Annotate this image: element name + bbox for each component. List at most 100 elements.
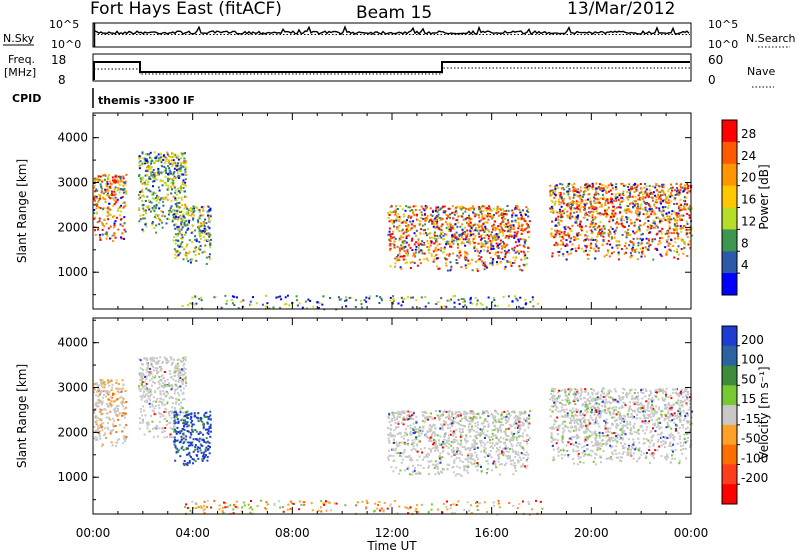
range-cell <box>638 211 641 214</box>
range-cell <box>98 217 101 220</box>
range-cell <box>603 232 606 235</box>
range-cell <box>566 214 569 217</box>
range-cell <box>429 236 431 239</box>
range-cell <box>395 451 398 454</box>
range-cell <box>181 368 184 371</box>
range-cell <box>626 218 629 221</box>
range-cell <box>503 249 506 252</box>
range-cell <box>686 191 689 194</box>
range-cell <box>568 197 571 200</box>
range-cell <box>147 389 150 392</box>
range-cell <box>107 422 109 424</box>
range-cell <box>608 235 611 238</box>
range-cell <box>147 367 150 370</box>
range-cell <box>588 187 590 190</box>
range-cell <box>157 173 160 176</box>
range-cell <box>515 415 518 418</box>
range-cell <box>440 297 443 300</box>
range-cell <box>606 208 609 211</box>
colorbar-segment <box>722 273 737 296</box>
range-cell <box>483 446 486 449</box>
range-cell <box>195 246 198 249</box>
range-cell <box>406 467 409 470</box>
range-cell <box>198 246 200 249</box>
range-cell <box>624 251 627 254</box>
range-cell <box>655 189 658 192</box>
range-cell <box>162 214 165 217</box>
range-cell <box>561 215 564 218</box>
range-cell <box>436 222 438 225</box>
range-cell <box>99 183 102 186</box>
range-cell <box>417 251 420 254</box>
range-cell <box>502 211 505 214</box>
range-cell <box>684 228 687 231</box>
range-cell <box>424 305 427 308</box>
range-cell <box>174 233 177 236</box>
range-cell <box>652 193 655 196</box>
range-cell <box>638 227 641 230</box>
range-cell <box>175 205 178 208</box>
range-cell <box>507 427 510 430</box>
range-cell <box>557 221 560 224</box>
range-cell <box>455 212 458 215</box>
range-cell <box>686 255 689 257</box>
range-cell <box>200 299 203 302</box>
range-cell <box>650 196 653 199</box>
range-cell <box>192 458 195 461</box>
range-cell <box>188 208 191 211</box>
range-cell <box>198 226 200 229</box>
range-cell <box>460 413 462 415</box>
range-cell <box>428 427 431 430</box>
range-cell <box>148 395 151 398</box>
range-cell <box>471 269 474 272</box>
range-cell <box>153 215 156 218</box>
range-cell <box>648 215 651 218</box>
range-cell <box>175 397 178 400</box>
range-cell <box>674 228 677 231</box>
range-cell <box>596 235 599 238</box>
range-cell <box>629 219 632 222</box>
range-cell <box>522 209 524 212</box>
range-cell <box>179 440 182 443</box>
range-cell <box>418 223 421 226</box>
range-cell <box>176 418 179 421</box>
range-cell <box>570 237 573 240</box>
range-cell <box>458 256 461 259</box>
range-cell <box>638 251 641 254</box>
range-cell <box>403 239 406 242</box>
range-cell <box>186 229 189 231</box>
range-cell <box>479 428 482 431</box>
range-cell <box>441 223 444 226</box>
range-cell <box>654 247 657 250</box>
range-cell <box>118 424 121 427</box>
range-cell <box>398 472 401 475</box>
range-cell <box>596 226 599 229</box>
range-cell <box>114 201 117 204</box>
range-cell <box>298 302 301 305</box>
range-cell <box>569 227 571 230</box>
range-cell <box>503 242 506 245</box>
range-cell <box>424 213 426 216</box>
range-cell <box>567 190 570 193</box>
range-cell <box>490 246 493 249</box>
range-cell <box>143 217 146 220</box>
range-cell <box>121 379 124 382</box>
range-cell <box>652 222 655 224</box>
range-cell <box>596 193 599 196</box>
range-cell <box>578 191 581 194</box>
range-cell <box>654 186 657 189</box>
range-cell <box>632 206 635 209</box>
range-cell <box>523 246 526 248</box>
range-cell <box>636 184 639 187</box>
range-cell <box>458 466 461 469</box>
range-cell <box>119 396 121 399</box>
range-cell <box>602 197 604 200</box>
range-cell <box>186 464 189 467</box>
range-cell <box>144 162 146 165</box>
range-cell <box>513 261 516 264</box>
range-cell <box>601 243 604 246</box>
range-cell <box>109 187 112 189</box>
range-cell <box>445 221 447 223</box>
range-cell <box>627 228 629 231</box>
range-cell <box>392 460 395 463</box>
